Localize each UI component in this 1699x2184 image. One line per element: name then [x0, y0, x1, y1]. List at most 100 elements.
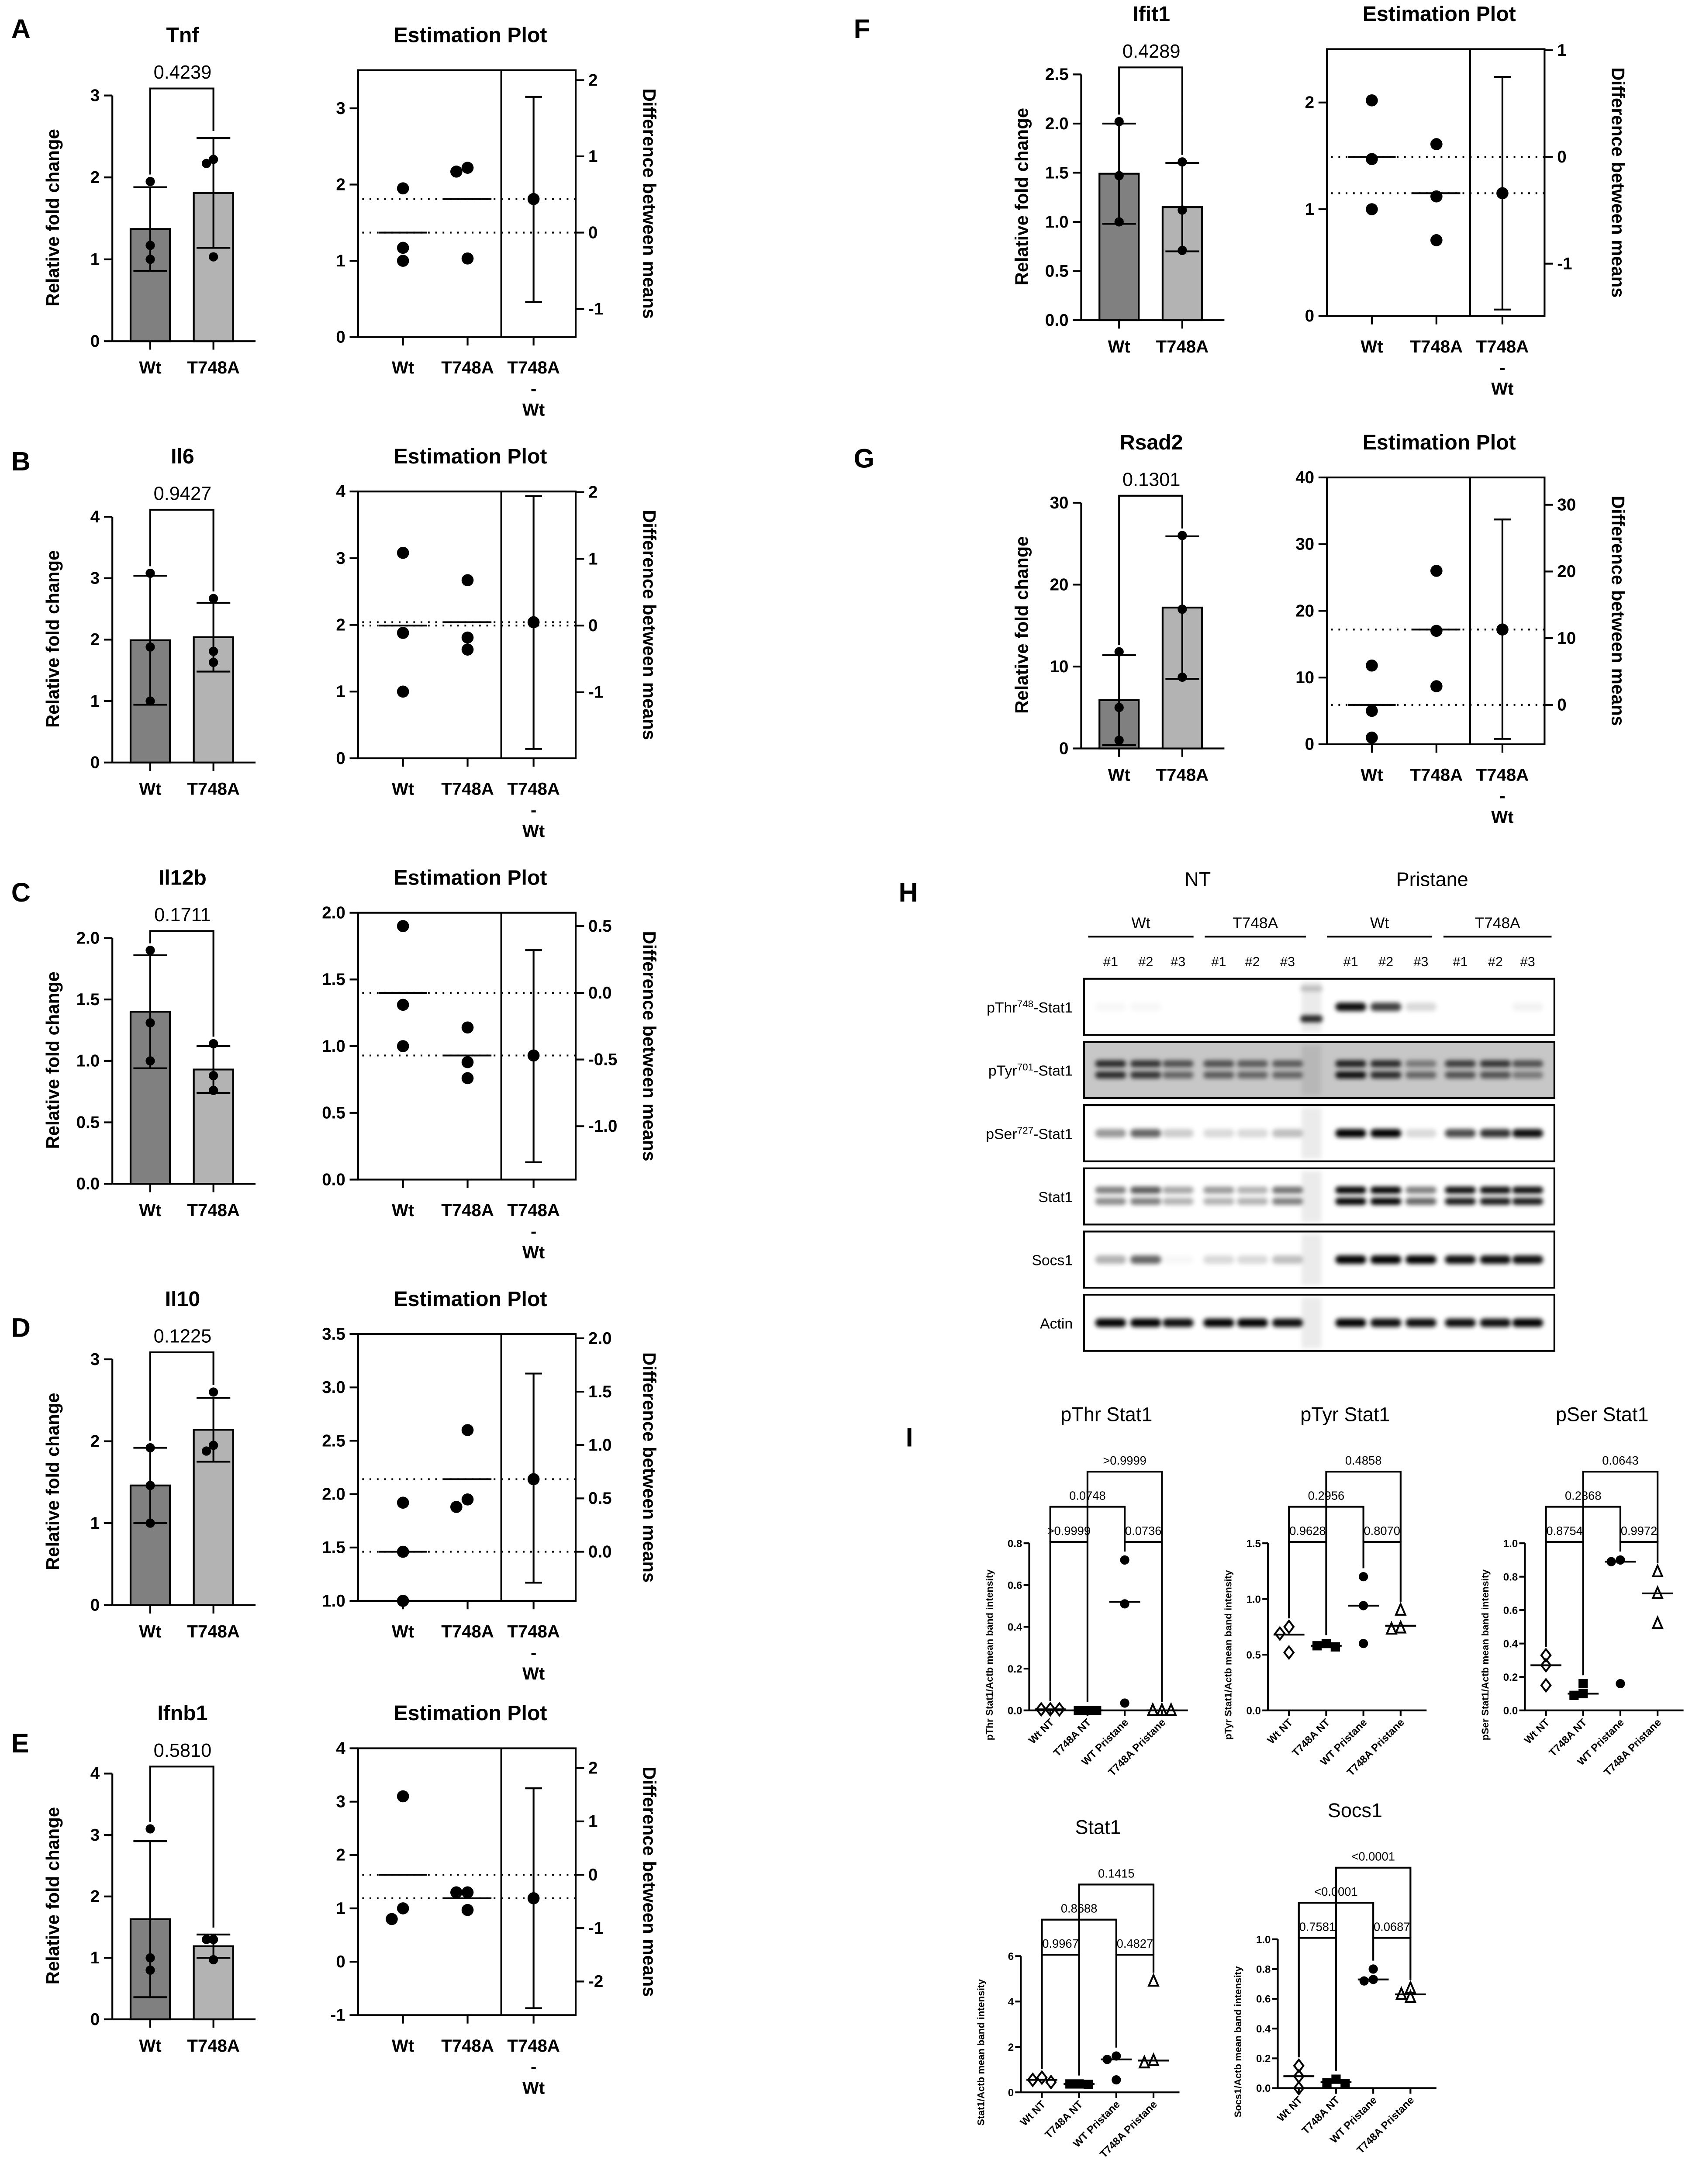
p-value: 0.9967	[1042, 1937, 1079, 1950]
y-tick-label: 0.0	[1246, 1705, 1261, 1717]
triangle-marker	[1385, 1621, 1398, 1635]
y-tick-label: 1.5	[322, 1538, 345, 1557]
data-point	[461, 1886, 474, 1899]
data-point	[145, 1443, 155, 1453]
protein-band	[1512, 1198, 1544, 1205]
blot-row	[1083, 1104, 1555, 1162]
y-tick-label: 3	[90, 86, 100, 105]
y-tick-label: 0	[1059, 739, 1068, 758]
right-tick-label: 1.0	[588, 1436, 612, 1455]
triangle-marker	[1651, 1563, 1664, 1577]
p-value: 0.0736	[1125, 1524, 1162, 1538]
data-point	[209, 1071, 218, 1081]
data-point	[1178, 205, 1187, 215]
y-tick-label: 1.0	[322, 1037, 345, 1056]
difference-point	[1496, 623, 1509, 636]
circle-marker	[1120, 1599, 1129, 1609]
data-point	[209, 155, 218, 164]
y-axis-label: pSer Stat1/Actb mean band intensity	[1480, 1569, 1491, 1741]
data-point	[1430, 234, 1443, 246]
data-point	[1430, 565, 1443, 577]
y-axis-label: Socs1/Actb mean band intensity	[1233, 1966, 1243, 2118]
protein-band	[1335, 1071, 1367, 1079]
p-value: 0.4239	[154, 62, 212, 83]
difference-label: Wt	[522, 1243, 545, 1262]
chart-title: Il10	[165, 1287, 200, 1311]
protein-band	[1480, 1002, 1511, 1011]
x-category-label: T748A	[1410, 337, 1463, 356]
data-point	[461, 631, 474, 644]
x-category-label: T748A	[1156, 765, 1209, 784]
data-point	[209, 1085, 218, 1095]
y-tick-label: 2	[336, 175, 345, 194]
y-tick-label: 3	[336, 549, 345, 568]
data-point	[397, 182, 409, 195]
difference-label: T748A	[507, 1622, 560, 1641]
bar-chart-g: Rsad2 0 10 20 30 Relative fold change Wt T748A 0…	[1011, 431, 1225, 784]
protein-band	[1335, 1002, 1367, 1011]
data-point	[397, 242, 409, 254]
right-axis-label: Difference between means	[639, 89, 660, 319]
right-tick-label: 0.0	[588, 1542, 612, 1561]
ladder-band	[1300, 1015, 1323, 1023]
p-value: 0.0687	[1374, 1920, 1410, 1933]
x-category-label: Wt	[139, 358, 161, 377]
protein-band	[1130, 1002, 1161, 1011]
data-point	[145, 696, 155, 706]
antibody-residue-superscript: 727	[1017, 1125, 1034, 1136]
comparison-bracket	[1115, 1954, 1155, 2048]
y-tick-label: 0	[336, 328, 345, 346]
significance-bracket	[149, 1351, 214, 1441]
y-tick-label: 0	[336, 749, 345, 768]
chart-title: Estimation Plot	[394, 445, 547, 468]
protein-band	[1405, 1255, 1437, 1264]
y-tick-label: 0.4	[1256, 2023, 1271, 2035]
antibody-residue-superscript: 748	[1017, 998, 1034, 1009]
protein-band	[1163, 1002, 1194, 1011]
protein-band	[1272, 1255, 1303, 1264]
protein-band	[1095, 1129, 1126, 1138]
protein-band	[1272, 1198, 1303, 1205]
lane-label: #2	[1378, 954, 1393, 969]
data-point	[145, 1824, 155, 1834]
chart-title: pSer Stat1	[1556, 1403, 1649, 1425]
blot-frame	[1083, 978, 1555, 1036]
right-tick-label: 20	[1557, 562, 1576, 581]
blot-row	[1083, 1230, 1555, 1289]
protein-band	[1095, 1255, 1126, 1264]
square-marker	[1578, 1679, 1588, 1689]
estimation-plot-e: Estimation Plot -1 0 1 2 3 4 -2 -1 0 1 2 Difference …	[331, 1701, 660, 2098]
protein-band	[1370, 1186, 1402, 1194]
y-tick-label: 1	[90, 1949, 100, 1967]
square-marker	[1321, 1639, 1331, 1648]
p-value: 0.9427	[154, 483, 212, 504]
antibody-label: Actin	[1040, 1315, 1073, 1332]
data-point	[397, 1040, 409, 1052]
y-tick-label: 0.5	[322, 1104, 345, 1123]
bar-chart-b: Il6 0 1 2 3 4 Relative fold change Wt T748A 0.942…	[42, 445, 256, 799]
protein-band	[1130, 1318, 1161, 1327]
protein-band	[1162, 1198, 1194, 1205]
diamond-marker	[1540, 1658, 1552, 1673]
data-point	[145, 642, 155, 652]
protein-band	[1162, 1060, 1194, 1068]
diamond-marker	[1274, 1626, 1286, 1641]
bar-chart-c: Il12b 0.0 0.5 1.0 1.5 2.0 Relative fold change…	[42, 866, 256, 1220]
data-point	[1178, 605, 1187, 614]
data-point	[145, 255, 155, 264]
diamond-marker	[1293, 2058, 1305, 2073]
data-point	[201, 159, 211, 168]
y-tick-label: 1	[1305, 200, 1314, 219]
difference-label: Wt	[522, 821, 545, 841]
y-tick-label: 40	[1295, 468, 1314, 487]
genotype-label: Wt	[1370, 915, 1389, 932]
p-value: 0.4827	[1117, 1937, 1153, 1950]
y-tick-label: 1	[90, 1514, 100, 1533]
right-tick-label: 2	[588, 483, 597, 502]
significance-bracket	[149, 1766, 214, 1928]
protein-band	[1405, 1186, 1437, 1194]
y-tick-label: 0.2	[1008, 1663, 1022, 1675]
p-value: <0.0001	[1351, 1850, 1395, 1863]
x-category-label: Wt	[139, 1622, 161, 1641]
protein-band	[1512, 1002, 1544, 1011]
